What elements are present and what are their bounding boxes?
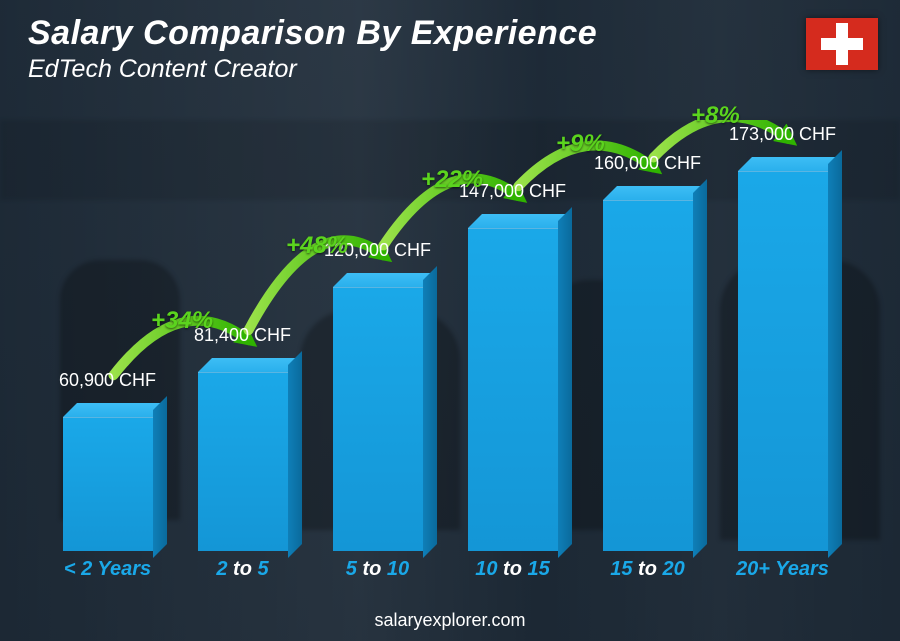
bar-front — [333, 287, 423, 551]
bar — [603, 200, 693, 551]
flag-cross-v — [836, 23, 848, 65]
chart-area: 60,900 CHF81,400 CHF120,000 CHF147,000 C… — [40, 120, 850, 581]
x-label: 5 to 10 — [310, 558, 445, 581]
bar-front — [468, 228, 558, 551]
footer: salaryexplorer.com — [0, 610, 900, 631]
x-label: 10 to 15 — [445, 558, 580, 581]
bar-side — [423, 266, 437, 558]
bar — [468, 228, 558, 551]
stage: Salary Comparison By Experience EdTech C… — [0, 0, 900, 641]
x-label: 2 to 5 — [175, 558, 310, 581]
pct-label: +48% — [286, 232, 348, 260]
pct-label: +22% — [421, 166, 483, 194]
bar-front — [603, 200, 693, 551]
x-labels: < 2 Years2 to 55 to 1010 to 1515 to 2020… — [40, 558, 850, 581]
title-block: Salary Comparison By Experience EdTech C… — [28, 14, 597, 84]
bar-wrap: 120,000 CHF — [310, 287, 445, 551]
bar-side — [288, 351, 302, 558]
pct-label: +34% — [151, 307, 213, 335]
bar-wrap: 173,000 CHF — [715, 171, 850, 551]
title-sub: EdTech Content Creator — [28, 55, 597, 84]
bar-side — [693, 179, 707, 558]
bar-wrap: 147,000 CHF — [445, 228, 580, 551]
bar-side — [153, 396, 167, 558]
bar-top — [333, 273, 437, 287]
title-main: Salary Comparison By Experience — [28, 14, 597, 53]
bar — [333, 287, 423, 551]
pct-label: +9% — [556, 130, 605, 158]
bar-top — [738, 157, 842, 171]
bar-front — [738, 171, 828, 551]
bar-wrap: 60,900 CHF — [40, 417, 175, 551]
x-label: < 2 Years — [40, 558, 175, 581]
bar-front — [63, 417, 153, 551]
bar-side — [558, 207, 572, 558]
x-label: 20+ Years — [715, 558, 850, 581]
bar-wrap: 160,000 CHF — [580, 200, 715, 551]
pct-label: +8% — [691, 102, 740, 130]
bar-top — [603, 186, 707, 200]
bar — [198, 372, 288, 551]
bar-wrap: 81,400 CHF — [175, 372, 310, 551]
bar-value-label: 60,900 CHF — [28, 370, 188, 391]
bar-top — [63, 403, 167, 417]
bar-top — [198, 358, 302, 372]
flag-switzerland — [806, 18, 878, 70]
bar-side — [828, 150, 842, 558]
x-label: 15 to 20 — [580, 558, 715, 581]
bar — [738, 171, 828, 551]
bar-front — [198, 372, 288, 551]
bar — [63, 417, 153, 551]
bar-top — [468, 214, 572, 228]
